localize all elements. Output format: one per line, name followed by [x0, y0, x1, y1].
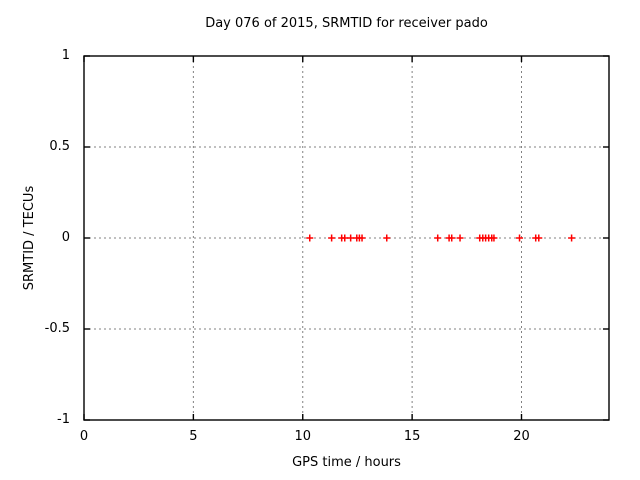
data-point: [341, 234, 349, 242]
x-axis-label: GPS time / hours: [292, 455, 401, 470]
data-point: [358, 234, 366, 242]
data-point: [516, 234, 524, 242]
y-tick-label--1: -1: [57, 412, 70, 427]
data-point: [434, 234, 442, 242]
x-tick-label-0: 0: [79, 429, 89, 444]
data-point: [383, 234, 391, 242]
data-point: [456, 234, 464, 242]
y-tick-label-0.5: 0.5: [49, 139, 70, 154]
x-tick-label-10: 10: [294, 429, 312, 444]
x-tick-label-20: 20: [513, 429, 530, 444]
data-point: [448, 234, 456, 242]
y-tick-label-1: 1: [61, 48, 70, 63]
x-tick-label-5: 5: [189, 429, 198, 444]
data-point: [535, 234, 543, 242]
x-tick-label-15: 15: [403, 429, 421, 444]
data-point: [306, 234, 314, 242]
data-point: [328, 234, 336, 242]
y-tick-label--0.5: -0.5: [44, 321, 70, 336]
y-tick-label-0: 0: [61, 230, 70, 245]
data-point: [347, 234, 355, 242]
chart-title: Day 076 of 2015, SRMTID for receiver pad…: [205, 16, 488, 31]
data-point: [490, 234, 498, 242]
data-point: [568, 234, 576, 242]
